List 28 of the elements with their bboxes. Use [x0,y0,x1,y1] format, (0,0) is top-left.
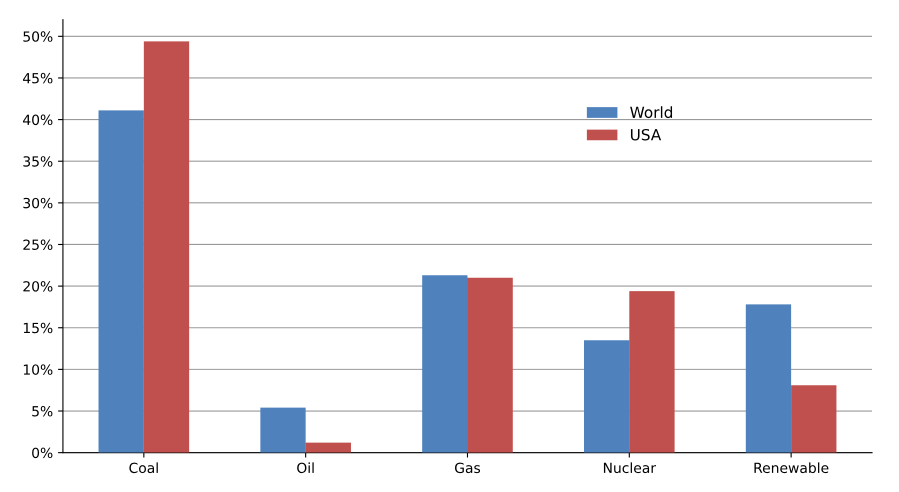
bar [260,408,306,453]
legend-label: World [630,106,672,118]
y-tick-label: 0% [32,448,52,458]
x-tick-label: Nuclear [604,462,656,474]
y-tick-label: 5% [32,406,52,416]
legend-label: USA [630,128,662,140]
y-tick-label: 40% [23,114,52,126]
x-tick-label: Renewable [754,462,828,474]
y-tick-label: 30% [23,198,52,208]
bar [98,110,144,453]
y-tick-label: 25% [23,239,52,250]
bar [629,291,675,453]
y-tick-label: 15% [24,322,52,334]
bar [422,275,468,453]
bar [791,385,836,453]
y-tick-label: 50% [23,31,52,42]
bar [746,304,792,453]
y-tick-label: 45% [23,72,52,84]
bar [584,340,630,453]
x-tick-label: Coal [129,462,158,474]
x-tick-label: Gas [455,462,480,474]
bar [467,278,513,453]
y-tick-label: 35% [23,156,52,167]
y-tick-label: 20% [23,281,52,292]
y-tick-label: 10% [24,364,52,375]
x-tick-label: Oil [297,462,314,474]
bar [144,41,190,453]
bar [306,442,351,453]
